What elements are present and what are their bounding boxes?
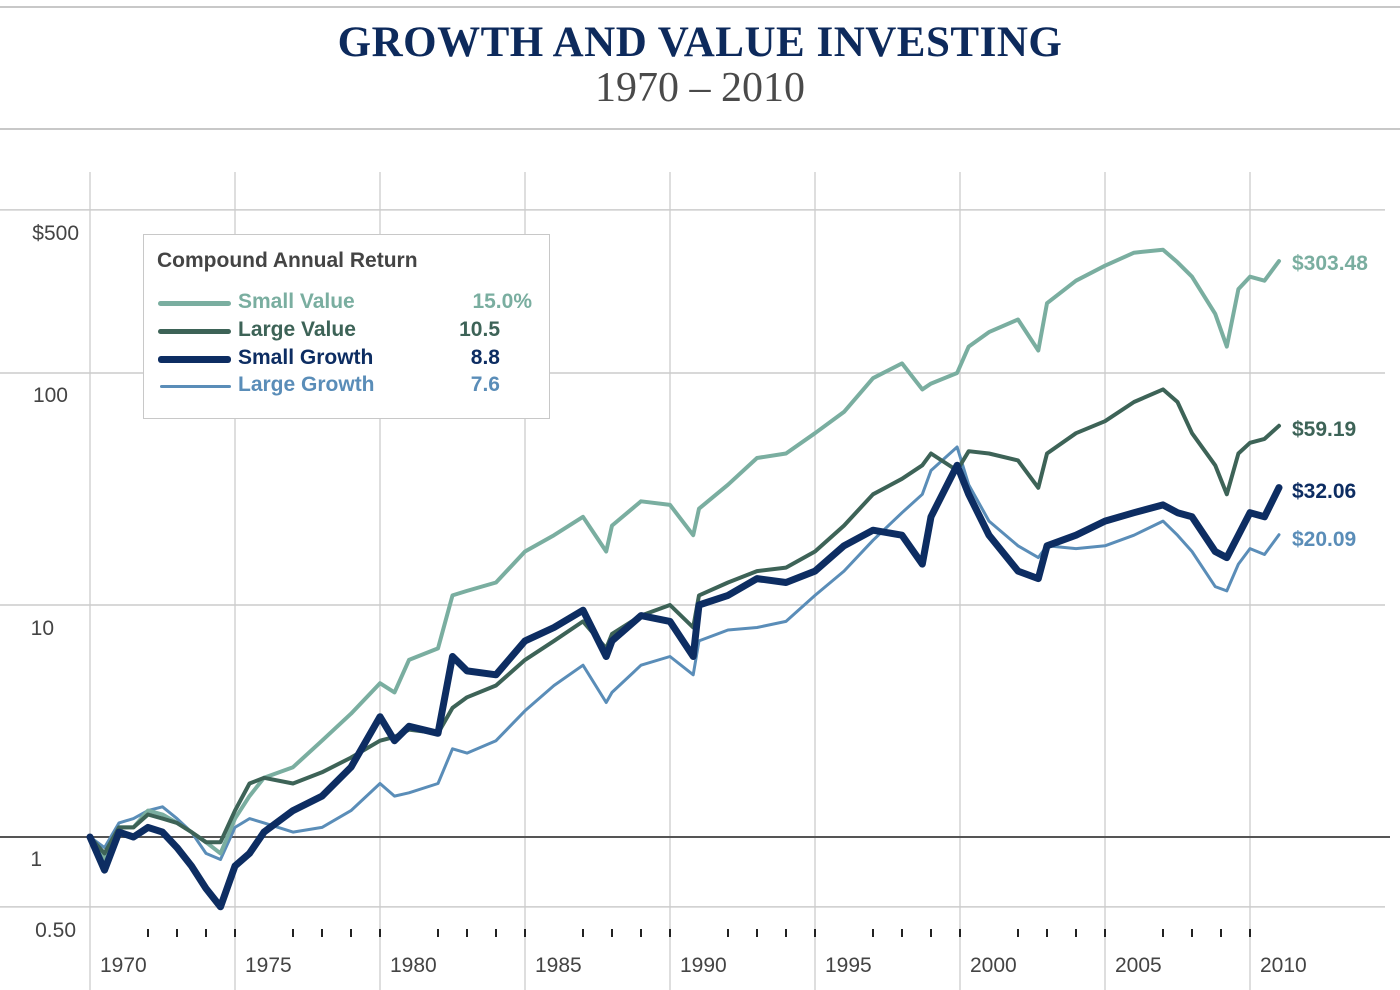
- y-tick-label: 10: [31, 617, 54, 640]
- x-tick-label: 1980: [390, 954, 437, 977]
- series-lines: [86, 247, 1283, 911]
- chart-title: GROWTH AND VALUE INVESTING: [337, 19, 1063, 66]
- legend-value: 7.6: [470, 373, 500, 396]
- legend-swatch-large-value: [158, 329, 231, 334]
- header-bottom-rule: [0, 128, 1400, 130]
- legend-label: Small Value: [238, 290, 355, 313]
- legend-swatch-large-growth: [160, 385, 231, 388]
- legend-label: Large Value: [238, 318, 356, 341]
- end-label-large-value: $59.19: [1292, 418, 1356, 441]
- legend: Compound Annual Return Small Value 15.0%…: [143, 234, 550, 419]
- series-line-small-value: [88, 247, 1281, 862]
- legend-title: Compound Annual Return: [157, 249, 418, 272]
- y-tick-label: 1: [30, 848, 42, 871]
- legend-item-large-growth: Large Growth 7.6: [158, 373, 538, 399]
- x-tick-label: 1985: [535, 954, 582, 977]
- legend-value: 15.0%: [472, 290, 532, 313]
- top-rule: [0, 6, 1400, 8]
- end-value-labels: $303.48 $59.19 $32.06 $20.09: [1292, 252, 1368, 551]
- legend-swatch-small-growth: [158, 356, 231, 363]
- x-tick-label: 2005: [1115, 954, 1162, 977]
- end-label-large-growth: $20.09: [1292, 528, 1356, 551]
- legend-item-small-value: Small Value 15.0%: [158, 290, 538, 316]
- y-tick-label: $500: [32, 222, 79, 245]
- chart-subtitle: 1970 – 2010: [595, 65, 805, 111]
- gridlines: [0, 172, 1390, 990]
- end-label-small-growth: $32.06: [1292, 480, 1356, 503]
- end-label-small-value: $303.48: [1292, 252, 1368, 275]
- x-tick-label: 1995: [825, 954, 872, 977]
- legend-label: Large Growth: [238, 373, 375, 396]
- legend-value: 10.5: [459, 318, 500, 341]
- x-tick-label: 1975: [245, 954, 292, 977]
- y-tick-label: 0.50: [35, 919, 76, 942]
- legend-label: Small Growth: [238, 346, 374, 369]
- y-tick-label: 100: [33, 384, 68, 407]
- x-tick-label: 2000: [970, 954, 1017, 977]
- x-tick-label: 2010: [1260, 954, 1307, 977]
- x-axis-ticks: 1970 1975 1980 1985 1990 1995 2000 2005 2010: [100, 929, 1307, 977]
- legend-swatch-small-value: [158, 301, 231, 306]
- legend-value: 8.8: [470, 346, 500, 369]
- series-line-small-growth: [86, 461, 1283, 911]
- series-line-large-growth: [88, 445, 1281, 861]
- y-axis-tick-labels: $500 100 10 1 0.50: [30, 222, 79, 942]
- legend-item-large-value: Large Value 10.5: [158, 318, 538, 344]
- x-tick-label: 1990: [680, 954, 727, 977]
- legend-item-small-growth: Small Growth 8.8: [158, 346, 538, 372]
- x-tick-label: 1970: [100, 954, 147, 977]
- series-line-large-value: [88, 387, 1281, 856]
